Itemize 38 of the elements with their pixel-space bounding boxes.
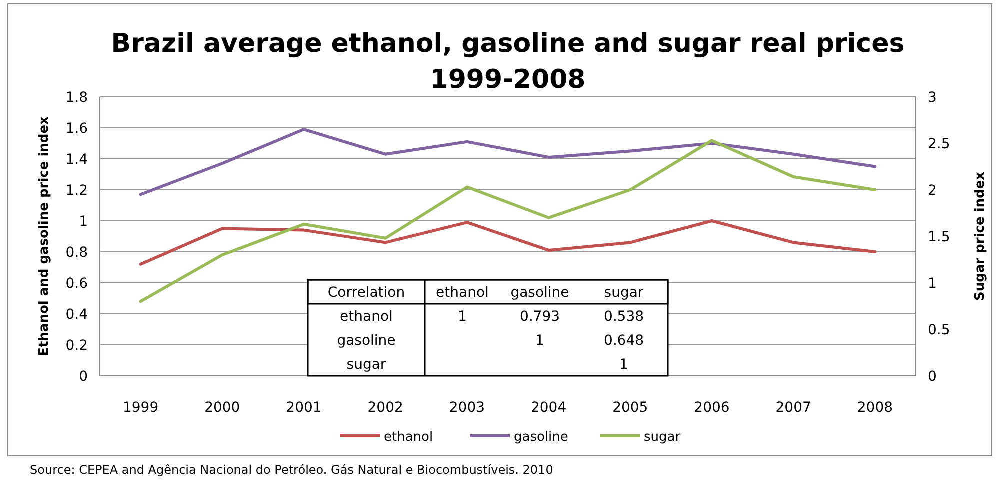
y-tick-label: 0 — [79, 369, 88, 385]
legend-label: ethanol — [384, 430, 434, 445]
x-tick-label: 2005 — [612, 400, 648, 416]
y-tick-label: 1.4 — [66, 152, 88, 168]
source-note: Source: CEPEA and Agência Nacional do Petróleo. Gás Natural e Biocombustíveis. 2010 — [30, 463, 554, 477]
x-tick-label: 2001 — [286, 400, 322, 416]
y2-tick-label: 2 — [928, 183, 937, 199]
line-series — [139, 220, 877, 266]
y2-tick-label: 1 — [928, 276, 937, 292]
y2-tick-label: 1.5 — [928, 230, 950, 246]
line-series — [139, 139, 877, 304]
y2-tick-label: 0.5 — [928, 322, 950, 338]
y-tick-label: 1.6 — [66, 121, 88, 137]
line-series — [139, 128, 877, 196]
x-tick-label: 2006 — [694, 400, 730, 416]
legend-label: sugar — [644, 430, 682, 445]
y-axis-title: Ethanol and gasoline price index — [37, 116, 52, 356]
x-tick-label: 2000 — [204, 400, 240, 416]
legend-label: gasoline — [514, 430, 568, 445]
x-tick-label: 2004 — [530, 400, 567, 416]
y-tick-label: 0.6 — [66, 276, 88, 292]
y-tick-label: 0.2 — [66, 338, 88, 354]
y2-tick-label: 2.5 — [928, 136, 950, 152]
correlation-table: Correlation ethanol gasoline sugar ethanol 1 0.793 0.538 gasoline 1 0.648 sugar 1 — [307, 279, 669, 377]
chart-title: Brazil average ethanol, gasoline and sugar real prices 1999-2008 — [111, 29, 905, 95]
y-tick-label: 1 — [79, 214, 88, 230]
y-tick-label: 1.2 — [66, 183, 88, 199]
y2-tick-label: 0 — [928, 369, 937, 385]
x-tick-label: 2007 — [776, 400, 812, 416]
x-tick-label: 2002 — [368, 400, 404, 416]
y-tick-label: 0.8 — [66, 245, 88, 261]
y-tick-label: 1.8 — [66, 90, 88, 106]
x-tick-label: 1999 — [122, 400, 159, 416]
y2-tick-label: 3 — [928, 90, 937, 106]
x-tick-label: 2003 — [449, 400, 486, 416]
x-tick-label: 2008 — [857, 400, 894, 416]
y2-axis-title: Sugar price index — [973, 171, 988, 302]
y-tick-label: 0.4 — [66, 307, 88, 323]
